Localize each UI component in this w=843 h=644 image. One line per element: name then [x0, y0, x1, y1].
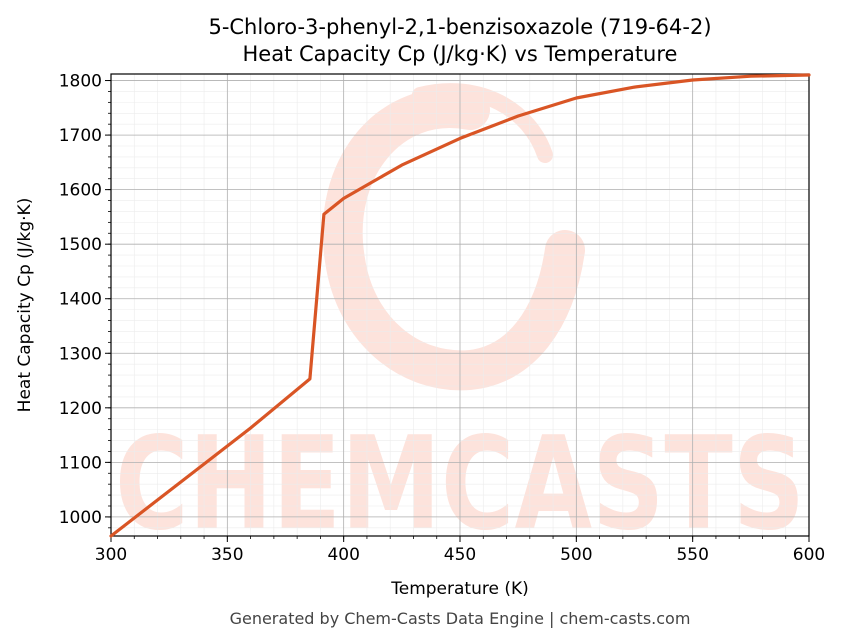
x-tick-label: 500 [560, 545, 592, 565]
y-tick-label: 1100 [59, 453, 102, 473]
x-tick-label: 400 [327, 545, 359, 565]
footer-credit: Generated by Chem-Casts Data Engine | ch… [230, 609, 691, 628]
y-tick-label: 1300 [59, 344, 102, 364]
x-tick-label: 300 [95, 545, 127, 565]
y-tick-label: 1400 [59, 290, 102, 310]
series-layer [109, 73, 811, 538]
y-tick-label: 1200 [59, 399, 102, 419]
y-tick-label: 1500 [59, 235, 102, 255]
x-tick-label: 550 [676, 545, 708, 565]
x-tick-label: 450 [444, 545, 476, 565]
x-tick-label: 600 [793, 545, 825, 565]
chart-title: 5-Chloro-3-phenyl-2,1-benzisoxazole (719… [208, 15, 711, 39]
y-axis-label: Heat Capacity Cp (J/kg·K) [15, 198, 35, 413]
watermark-logo-swirl [322, 83, 585, 391]
y-tick-label: 1600 [59, 181, 102, 201]
y-tick-label: 1800 [59, 72, 102, 92]
x-tick-label: 350 [211, 545, 243, 565]
y-tick-label: 1000 [59, 508, 102, 528]
tick-labels: 300 350 400 450 500 550 600 1000 1100 1200 1300 140… [59, 72, 825, 565]
y-tick-label: 1700 [59, 126, 102, 146]
x-axis-label: Temperature (K) [390, 579, 529, 599]
axis-ticks [105, 80, 810, 542]
chart-subtitle: Heat Capacity Cp (J/kg·K) vs Temperature [243, 42, 678, 66]
heat-capacity-line [109, 73, 811, 538]
